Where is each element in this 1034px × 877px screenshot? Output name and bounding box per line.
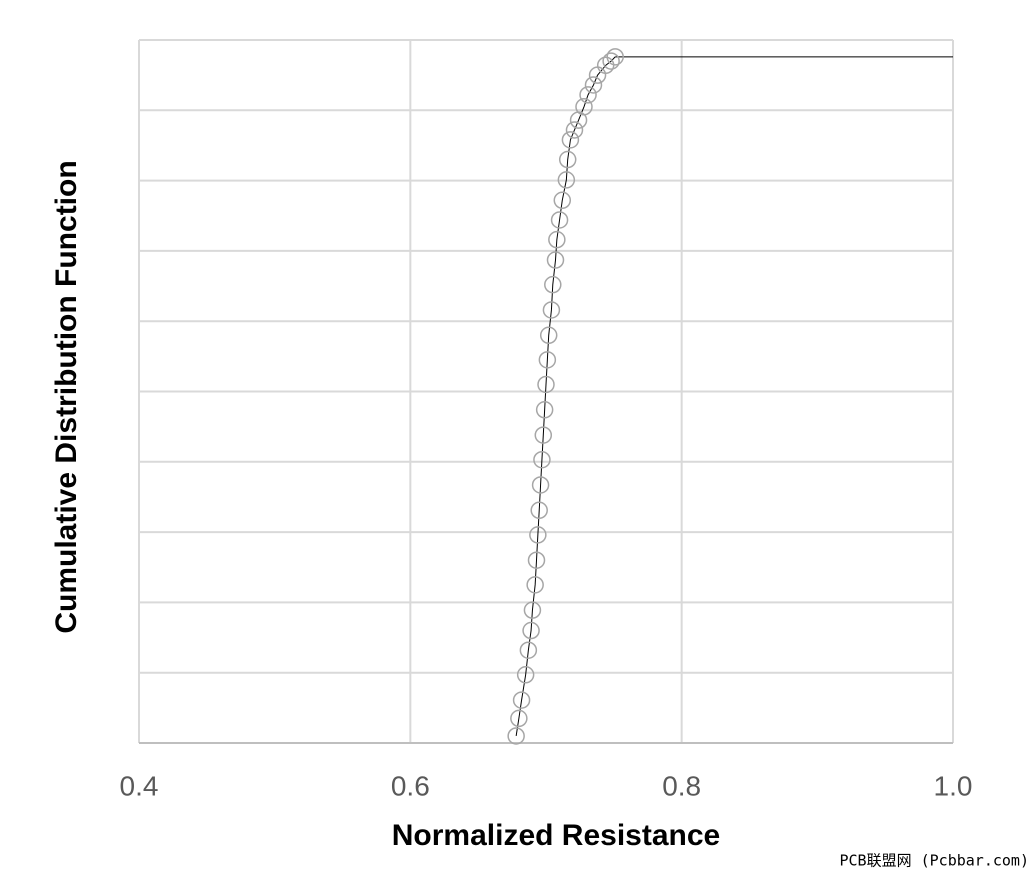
- data-point: [531, 476, 550, 494]
- data-point: [512, 691, 531, 709]
- data-point: [507, 727, 525, 745]
- data-point: [535, 401, 554, 419]
- data-point: [565, 121, 584, 139]
- data-point: [527, 551, 546, 569]
- cdf-line: [515, 56, 616, 737]
- data-point: [544, 275, 562, 294]
- data-point: [561, 131, 580, 149]
- data-point: [539, 326, 558, 345]
- data-point: [606, 48, 624, 66]
- data-point: [557, 171, 576, 189]
- data-point: [548, 230, 566, 249]
- data-point: [523, 601, 542, 619]
- data-point: [526, 576, 544, 594]
- x-tick-label: 0.4: [120, 770, 159, 801]
- data-point: [530, 501, 548, 520]
- x-axis-title: Normalized Resistance: [392, 819, 720, 852]
- data-point: [533, 450, 551, 469]
- data-point: [550, 211, 569, 229]
- data-point: [546, 251, 565, 269]
- x-tick-label: 0.6: [391, 770, 430, 801]
- data-point: [516, 666, 535, 684]
- data-point: [558, 150, 577, 169]
- data-point: [510, 709, 528, 728]
- data-point: [519, 641, 538, 659]
- data-point: [584, 76, 603, 94]
- data-point: [529, 526, 547, 544]
- x-tick-label: 1.0: [934, 770, 973, 801]
- y-axis-title: Cumulative Distribution Function: [50, 160, 83, 633]
- data-point: [575, 98, 593, 116]
- watermark: PCB联盟网 (Pcbbar.com): [840, 852, 1030, 870]
- data-point: [538, 351, 557, 369]
- data-point: [602, 52, 620, 70]
- data-point: [553, 191, 572, 210]
- data-point: [542, 301, 561, 319]
- data-point: [534, 426, 553, 444]
- data-point: [537, 375, 555, 394]
- data-point: [579, 86, 597, 104]
- data-point: [522, 621, 540, 640]
- x-tick-label: 0.8: [662, 770, 701, 801]
